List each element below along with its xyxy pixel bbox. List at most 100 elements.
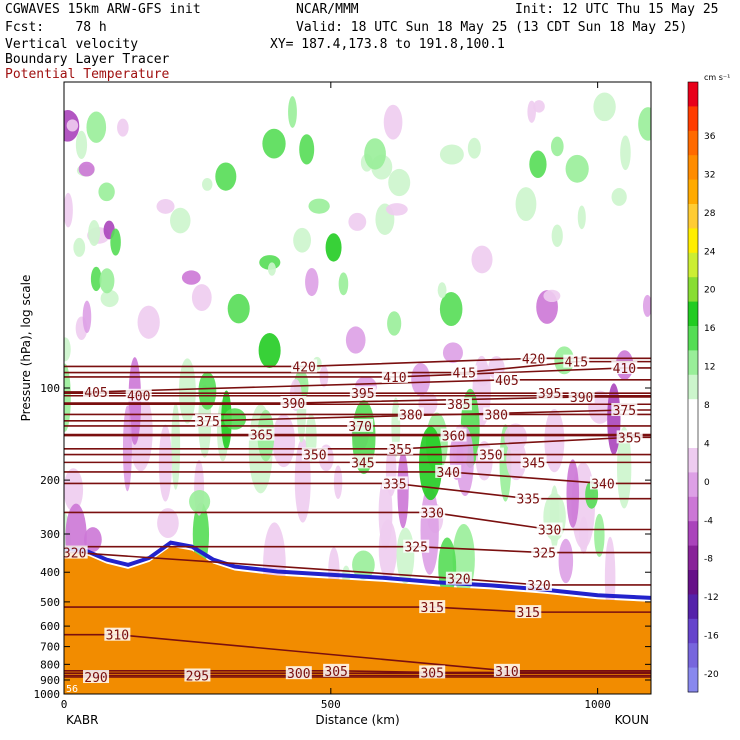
theta-contour-label: 290 <box>84 671 107 686</box>
colorbar-swatch <box>688 594 698 620</box>
init-time: Init: 12 UTC Thu 15 May 25 <box>515 2 719 17</box>
theta-label-bg <box>568 389 595 403</box>
y-tick-label: 900 <box>40 674 60 687</box>
vertical-velocity-cell <box>137 305 160 339</box>
theta-label-bg <box>589 476 616 490</box>
vertical-velocity-cell <box>325 233 342 262</box>
vertical-velocity-cell <box>258 332 281 368</box>
theta-label-bg <box>184 668 211 682</box>
vertical-velocity-cell <box>110 228 121 256</box>
vertical-velocity-cell <box>397 451 409 529</box>
vertical-velocity-cell <box>157 508 179 538</box>
vertical-velocity-cell <box>333 465 343 500</box>
vertical-velocity-cell <box>577 205 586 230</box>
vertical-velocity-cell <box>364 138 386 170</box>
theta-label-bg <box>515 491 542 505</box>
y-tick-label: 600 <box>40 620 60 633</box>
vertical-velocity-cell <box>383 104 403 140</box>
colorbar-swatch <box>688 570 698 595</box>
vertical-velocity-cell <box>439 144 464 165</box>
theta-contour-label: 360 <box>442 430 465 445</box>
colorbar-swatch <box>688 204 698 229</box>
theta-contour-label: 325 <box>404 541 427 556</box>
vertical-velocity-cell <box>442 342 463 364</box>
theta-contour-label: 420 <box>522 352 545 367</box>
y-tick-label: 800 <box>40 658 60 671</box>
theta-contour-label: 385 <box>447 398 470 413</box>
theta-contour-label: 345 <box>522 456 545 471</box>
theta-contour-line <box>64 396 651 404</box>
y-tick-label: 200 <box>40 474 60 487</box>
theta-contour-label: 395 <box>351 387 374 402</box>
theta-contour-line <box>64 357 651 368</box>
theta-label-bg <box>125 388 152 402</box>
theta-contour-label: 315 <box>517 606 540 621</box>
theta-label-bg <box>64 545 88 559</box>
theta-label-bg <box>536 386 563 400</box>
vertical-velocity-cell <box>385 203 408 216</box>
vertical-velocity-cell <box>64 468 84 512</box>
vertical-velocity-cell <box>181 270 201 285</box>
vertical-velocity-cell <box>456 426 474 496</box>
vertical-velocity-cell <box>437 282 447 299</box>
theta-contour-label: 340 <box>436 466 459 481</box>
theta-contour-label: 350 <box>479 449 502 464</box>
theta-label-bg <box>301 447 328 461</box>
vertical-velocity-cell <box>170 207 191 234</box>
theta-label-bg <box>477 447 504 461</box>
vertical-velocity-cell <box>227 293 250 324</box>
y-tick-label: 1000 <box>34 688 61 701</box>
theta-contour-label: 420 <box>292 360 315 375</box>
theta-contour-label: 330 <box>538 523 561 538</box>
vertical-velocity-cell <box>549 485 560 550</box>
vertical-velocity-cell <box>191 284 212 311</box>
colorbar-swatch <box>688 423 698 449</box>
x-axis-label: Distance (km) <box>315 713 399 727</box>
theta-contour-label: 305 <box>420 666 443 681</box>
theta-label-bg <box>291 359 318 373</box>
colorbar-tick-label: 0 <box>704 478 710 488</box>
vertical-velocity-cell <box>82 300 92 334</box>
y-tick-label: 400 <box>40 566 60 579</box>
vertical-velocity-cell <box>388 168 411 197</box>
vertical-velocity-cell <box>345 326 366 354</box>
vertical-velocity-cell <box>543 289 561 303</box>
theta-label-bg <box>349 386 376 400</box>
vertical-velocity-cell <box>515 187 537 222</box>
theta-contour-line <box>64 511 651 531</box>
vertical-velocity-cell <box>565 154 589 183</box>
theta-contour-label: 395 <box>538 387 561 402</box>
colorbar-swatch <box>688 545 698 571</box>
vertical-velocity-cell <box>638 107 651 141</box>
theta-contour-label: 375 <box>613 404 636 419</box>
theta-contour-label: 355 <box>618 431 641 446</box>
vertical-velocity-cell <box>566 459 580 528</box>
colorbar-swatch <box>688 155 698 181</box>
vertical-velocity-cell <box>550 136 564 157</box>
vertical-velocity-cell <box>293 227 312 253</box>
vertical-velocity-cell <box>75 130 88 160</box>
colorbar-swatch <box>688 179 698 205</box>
vertical-velocity-cell <box>171 402 181 490</box>
left-station-label: KABR <box>66 713 98 727</box>
colorbar-swatch <box>688 82 698 107</box>
theta-label-bg <box>440 428 467 442</box>
theta-contour-label: 350 <box>303 449 326 464</box>
colorbar-swatch <box>688 472 698 498</box>
theta-contour-label: 320 <box>447 573 470 588</box>
vertical-velocity-cell <box>604 536 616 619</box>
theta-contour-line <box>64 633 651 672</box>
theta-label-bg <box>611 402 638 416</box>
potential-temperature-contours: 290 295 300 305 305 310 310 315 315 320 320 320 325 3… <box>64 351 651 686</box>
theta-contour-label: 405 <box>495 374 518 389</box>
vertical-velocity-cell <box>387 311 402 336</box>
vertical-velocity-cell <box>467 137 481 159</box>
colorbar-swatch <box>688 326 698 351</box>
theta-label-bg <box>525 577 552 591</box>
colorbar-tick-label: -20 <box>704 670 719 680</box>
colorbar-tick-label: 4 <box>704 439 710 449</box>
theta-contour-line <box>64 545 651 554</box>
right-station-label: KOUN <box>615 713 649 727</box>
vertical-velocity-cell <box>620 135 631 171</box>
